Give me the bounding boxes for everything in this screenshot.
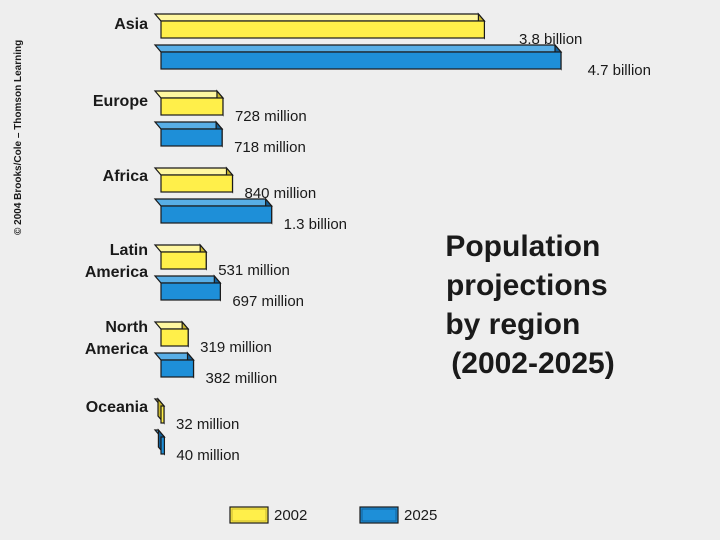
bar-asia-2002 — [153, 12, 486, 40]
bar-latin-america-2002 — [153, 243, 208, 271]
region-label-europe: Europe — [93, 93, 148, 110]
region-label-north-america-line-1: North — [105, 319, 148, 336]
bar-africa-2025 — [153, 197, 273, 225]
value-label-europe-2025: 718 million — [234, 139, 306, 156]
value-label-africa-2025: 1.3 billion — [284, 216, 347, 233]
bar-latin-america-2002-front — [160, 251, 207, 270]
bar-latin-america-2025 — [153, 274, 222, 302]
bar-europe-2025-front — [160, 128, 223, 147]
bar-oceania-2025-front — [160, 436, 166, 455]
legend-label-2002: 2002 — [274, 507, 307, 524]
value-label-north-america-2002: 319 million — [200, 339, 272, 356]
region-label-latin-america: Latin America — [85, 242, 148, 281]
bar-europe-2002 — [153, 89, 225, 117]
bar-oceania-2002-front — [160, 405, 165, 424]
bar-north-america-2002-front — [160, 328, 189, 347]
value-label-north-america-2025: 382 million — [206, 370, 278, 387]
bar-north-america-2025 — [153, 351, 195, 379]
bar-europe-2025-top — [153, 121, 224, 130]
region-label-europe-line-1: Europe — [93, 93, 148, 110]
bar-oceania-2025 — [153, 428, 166, 456]
region-label-north-america: North America — [85, 319, 148, 358]
bar-africa-2002-front — [160, 174, 234, 193]
legend: 2002 2025 — [229, 506, 437, 524]
value-label-europe-2002: 728 million — [235, 108, 307, 125]
chart-title-line-1: Population — [445, 230, 600, 263]
bar-oceania-2002 — [153, 397, 166, 425]
value-label-latin-america-2002: 531 million — [218, 262, 290, 279]
legend-label-2025: 2025 — [404, 507, 437, 524]
legend-swatch-inner-2025 — [361, 508, 397, 522]
region-label-africa-line-1: Africa — [103, 168, 148, 185]
bar-europe-2002-top — [153, 90, 225, 99]
bar-north-america-2002 — [153, 320, 190, 348]
chart-title-line-3: by region — [445, 308, 580, 341]
value-label-asia-2025: 4.7 billion — [588, 62, 651, 79]
value-label-asia-2002: 3.8 billion — [519, 31, 582, 48]
region-label-latin-america-line-2: America — [85, 264, 148, 281]
legend-swatch-2002 — [229, 506, 269, 524]
bar-africa-2025-front — [160, 205, 273, 224]
bar-asia-2025-front — [160, 51, 562, 70]
bar-asia-2025-top — [153, 44, 563, 53]
bar-latin-america-2025-top — [153, 275, 222, 284]
legend-swatch-inner-2002 — [231, 508, 267, 522]
bar-asia-2002-front — [160, 20, 486, 39]
region-label-north-america-line-2: America — [85, 341, 148, 358]
region-label-oceania: Oceania — [86, 399, 148, 416]
bar-north-america-2025-front — [160, 359, 195, 378]
bar-europe-2025 — [153, 120, 224, 148]
chart-title: Population projections by region (2002-2… — [445, 230, 616, 380]
bar-asia-2025 — [153, 43, 563, 71]
value-label-oceania-2025: 40 million — [176, 447, 239, 464]
bar-europe-2002-front — [160, 97, 224, 116]
value-label-latin-america-2025: 697 million — [232, 293, 304, 310]
chart-title-line-2: projections — [446, 269, 608, 302]
chart-title-line-4: (2002-2025) — [451, 347, 614, 380]
bar-africa-2002 — [153, 166, 234, 194]
bar-latin-america-2025-front — [160, 282, 221, 301]
region-label-asia: Asia — [114, 16, 148, 33]
region-label-latin-america-line-1: Latin — [110, 242, 148, 259]
bar-latin-america-2002-top — [153, 244, 208, 253]
bars-group — [153, 12, 563, 456]
value-label-oceania-2002: 32 million — [176, 416, 239, 433]
region-label-oceania-line-1: Oceania — [86, 399, 148, 416]
region-label-asia-line-1: Asia — [114, 16, 148, 33]
copyright-text: © 2004 Brooks/Cole – Thomson Learning — [13, 40, 24, 235]
labels-group: Asia 3.8 billion 4.7 billion Europe 728 mill… — [85, 16, 651, 464]
bar-africa-2002-top — [153, 167, 234, 176]
bar-asia-2002-top — [153, 13, 486, 22]
region-label-africa: Africa — [103, 168, 148, 185]
value-label-africa-2002: 840 million — [244, 185, 316, 202]
legend-swatch-2025 — [359, 506, 399, 524]
